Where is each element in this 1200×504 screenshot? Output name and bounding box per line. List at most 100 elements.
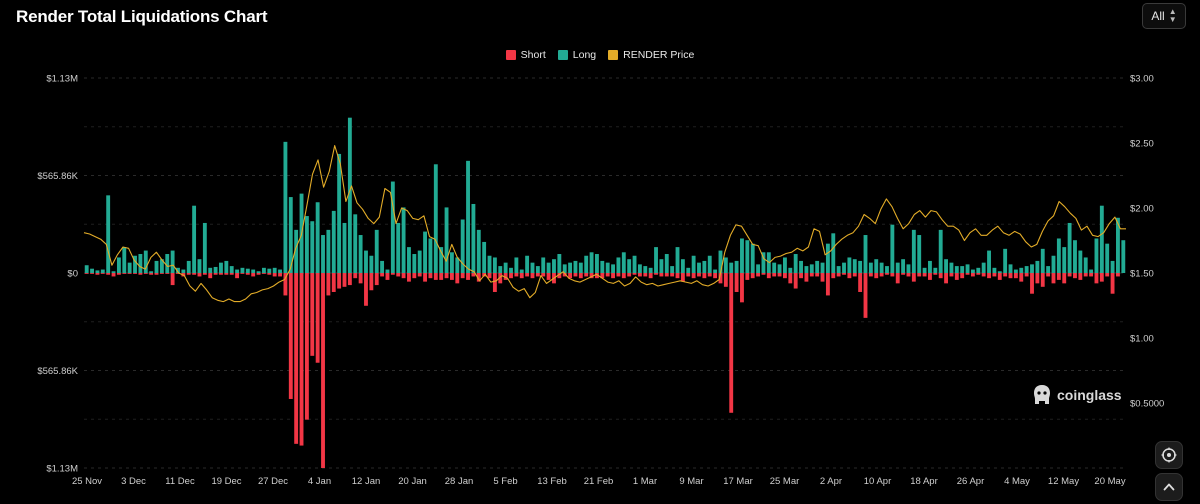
scroll-top-button[interactable]: [1155, 473, 1183, 501]
long-bar: [133, 255, 137, 273]
x-tick-label: 17 Mar: [723, 476, 753, 487]
long-bar: [616, 257, 621, 273]
long-bar: [525, 255, 530, 273]
y-right-tick-label: $1.50: [1130, 269, 1154, 280]
long-bar: [541, 257, 546, 273]
long-bar: [1099, 205, 1104, 273]
short-bar: [852, 273, 857, 277]
long-bar: [535, 266, 540, 273]
long-bar: [788, 267, 793, 273]
long-bar: [417, 250, 422, 273]
short-bar: [165, 273, 170, 274]
short-bar: [944, 273, 949, 284]
short-bar: [611, 273, 615, 279]
short-bar: [256, 273, 261, 275]
x-tick-label: 25 Nov: [72, 476, 102, 487]
short-bar: [1003, 273, 1008, 277]
x-tick-label: 27 Dec: [258, 476, 288, 487]
short-bar: [1073, 273, 1077, 279]
short-bar: [799, 273, 803, 279]
x-tick-label: 1 Mar: [633, 476, 657, 487]
short-bar: [261, 273, 266, 274]
y-right-tick-label: $3.00: [1130, 74, 1154, 85]
camera-icon: [1161, 447, 1177, 463]
short-bar: [503, 273, 508, 280]
range-select[interactable]: All ▲ ▼: [1142, 3, 1186, 29]
x-tick-label: 28 Jan: [445, 476, 474, 487]
short-bar: [213, 273, 218, 275]
short-bar: [224, 273, 229, 275]
long-bar: [390, 181, 395, 273]
long-bar: [95, 270, 100, 273]
long-bar: [890, 224, 895, 273]
y-right-tick-label: $2.50: [1130, 139, 1154, 150]
legend-item-long[interactable]: Long: [557, 49, 596, 61]
x-tick-label: 10 Apr: [864, 476, 891, 487]
short-bar: [299, 273, 304, 446]
short-bar: [159, 273, 164, 274]
long-bar: [476, 229, 481, 273]
short-bar: [396, 273, 401, 277]
short-bar: [992, 273, 997, 277]
long-bar: [358, 235, 363, 273]
long-bar: [1056, 238, 1061, 273]
short-bar: [901, 273, 906, 275]
short-bar: [659, 273, 664, 277]
short-bar: [84, 273, 89, 274]
long-bar: [680, 259, 685, 273]
long-bar: [530, 262, 535, 273]
long-bar: [1062, 247, 1067, 273]
screenshot-button[interactable]: [1155, 441, 1183, 469]
long-bar: [605, 262, 610, 273]
short-bar: [1030, 273, 1034, 294]
range-select-value: All: [1151, 9, 1165, 23]
long-bar: [745, 240, 750, 273]
short-bar: [1094, 273, 1099, 284]
legend-item-short[interactable]: Short: [505, 49, 546, 61]
long-bar: [595, 254, 599, 273]
long-bar: [885, 266, 889, 273]
short-bar: [229, 273, 234, 275]
short-bar: [874, 273, 879, 279]
short-bar: [509, 273, 513, 279]
page-title: Render Total Liquidations Chart: [16, 7, 268, 26]
short-bar: [380, 273, 385, 277]
long-bar: [1078, 250, 1083, 273]
short-bar: [600, 273, 605, 279]
short-bar: [192, 273, 197, 275]
long-bar: [718, 250, 723, 273]
long-bar: [1030, 264, 1034, 273]
short-bar: [648, 273, 653, 279]
long-bar: [90, 268, 94, 273]
legend-item-price[interactable]: RENDER Price: [608, 49, 694, 61]
x-tick-label: 18 Apr: [910, 476, 937, 487]
short-bar: [954, 273, 959, 280]
long-bar: [315, 202, 320, 273]
short-bar: [353, 273, 358, 279]
long-bar: [562, 264, 567, 273]
short-bar: [772, 273, 777, 277]
long-bar: [455, 257, 460, 273]
long-bar: [337, 153, 342, 273]
long-bar: [186, 260, 191, 273]
short-bar: [825, 273, 830, 296]
short-bar: [116, 273, 121, 275]
long-bar: [670, 266, 675, 273]
short-bar: [1062, 273, 1067, 284]
short-bar: [1116, 273, 1120, 277]
short-bar: [632, 273, 637, 275]
short-bar: [315, 273, 320, 363]
long-bar: [729, 262, 734, 273]
short-bar: [782, 273, 787, 279]
short-bar: [1067, 273, 1072, 277]
long-bar: [831, 233, 836, 273]
short-bar: [680, 273, 685, 282]
long-bar: [901, 259, 906, 273]
long-bar: [170, 250, 175, 273]
long-bar: [202, 222, 207, 273]
long-bar: [621, 252, 626, 273]
long-bar: [466, 160, 470, 273]
long-bar: [487, 255, 492, 273]
long-bar: [84, 265, 89, 273]
